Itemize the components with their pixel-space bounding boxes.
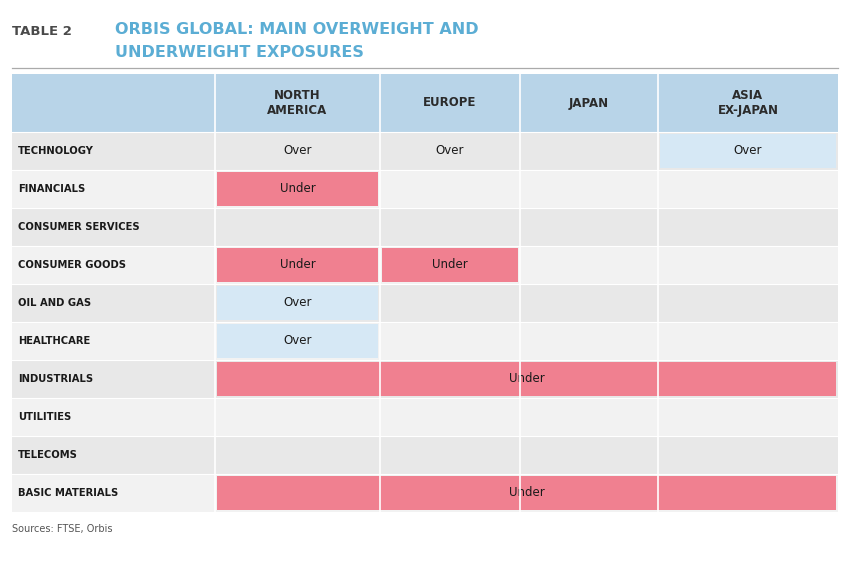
Text: Over: Over — [734, 144, 762, 158]
Bar — [660, 134, 836, 168]
Text: BASIC MATERIALS: BASIC MATERIALS — [18, 488, 118, 498]
Text: TABLE 2: TABLE 2 — [12, 25, 72, 38]
Text: UTILITIES: UTILITIES — [18, 412, 71, 422]
Bar — [12, 436, 838, 474]
Text: Under: Under — [280, 183, 315, 195]
Text: Over: Over — [436, 144, 464, 158]
Text: Under: Under — [508, 372, 544, 386]
Bar — [382, 248, 518, 282]
Text: Over: Over — [283, 335, 312, 347]
Bar — [12, 208, 838, 246]
Text: FINANCIALS: FINANCIALS — [18, 184, 85, 194]
Bar — [12, 284, 838, 322]
Text: CONSUMER SERVICES: CONSUMER SERVICES — [18, 222, 139, 232]
Bar — [217, 476, 836, 510]
Bar — [12, 474, 838, 512]
Text: Under: Under — [280, 259, 315, 271]
Bar — [217, 362, 836, 396]
Text: TECHNOLOGY: TECHNOLOGY — [18, 146, 94, 156]
Text: Over: Over — [283, 296, 312, 310]
Bar — [12, 322, 838, 360]
Text: NORTH
AMERICA: NORTH AMERICA — [268, 89, 327, 117]
Bar — [12, 360, 838, 398]
Bar — [217, 324, 378, 358]
Bar — [12, 132, 838, 170]
Text: JAPAN: JAPAN — [569, 96, 609, 110]
Bar — [12, 170, 838, 208]
Text: CONSUMER GOODS: CONSUMER GOODS — [18, 260, 126, 270]
Text: Sources: FTSE, Orbis: Sources: FTSE, Orbis — [12, 524, 112, 534]
Text: HEALTHCARE: HEALTHCARE — [18, 336, 90, 346]
Bar — [12, 74, 838, 132]
Text: TELECOMS: TELECOMS — [18, 450, 78, 460]
Text: EUROPE: EUROPE — [423, 96, 477, 110]
Text: Under: Under — [508, 487, 544, 499]
Text: INDUSTRIALS: INDUSTRIALS — [18, 374, 94, 384]
Text: OIL AND GAS: OIL AND GAS — [18, 298, 91, 308]
Text: UNDERWEIGHT EXPOSURES: UNDERWEIGHT EXPOSURES — [115, 45, 364, 60]
Bar — [217, 248, 378, 282]
Bar — [217, 286, 378, 320]
Bar — [12, 246, 838, 284]
Text: Under: Under — [432, 259, 468, 271]
Text: ASIA
EX-JAPAN: ASIA EX-JAPAN — [717, 89, 779, 117]
Text: Over: Over — [283, 144, 312, 158]
Bar — [217, 172, 378, 206]
Text: ORBIS GLOBAL: MAIN OVERWEIGHT AND: ORBIS GLOBAL: MAIN OVERWEIGHT AND — [115, 22, 479, 37]
Bar — [12, 398, 838, 436]
